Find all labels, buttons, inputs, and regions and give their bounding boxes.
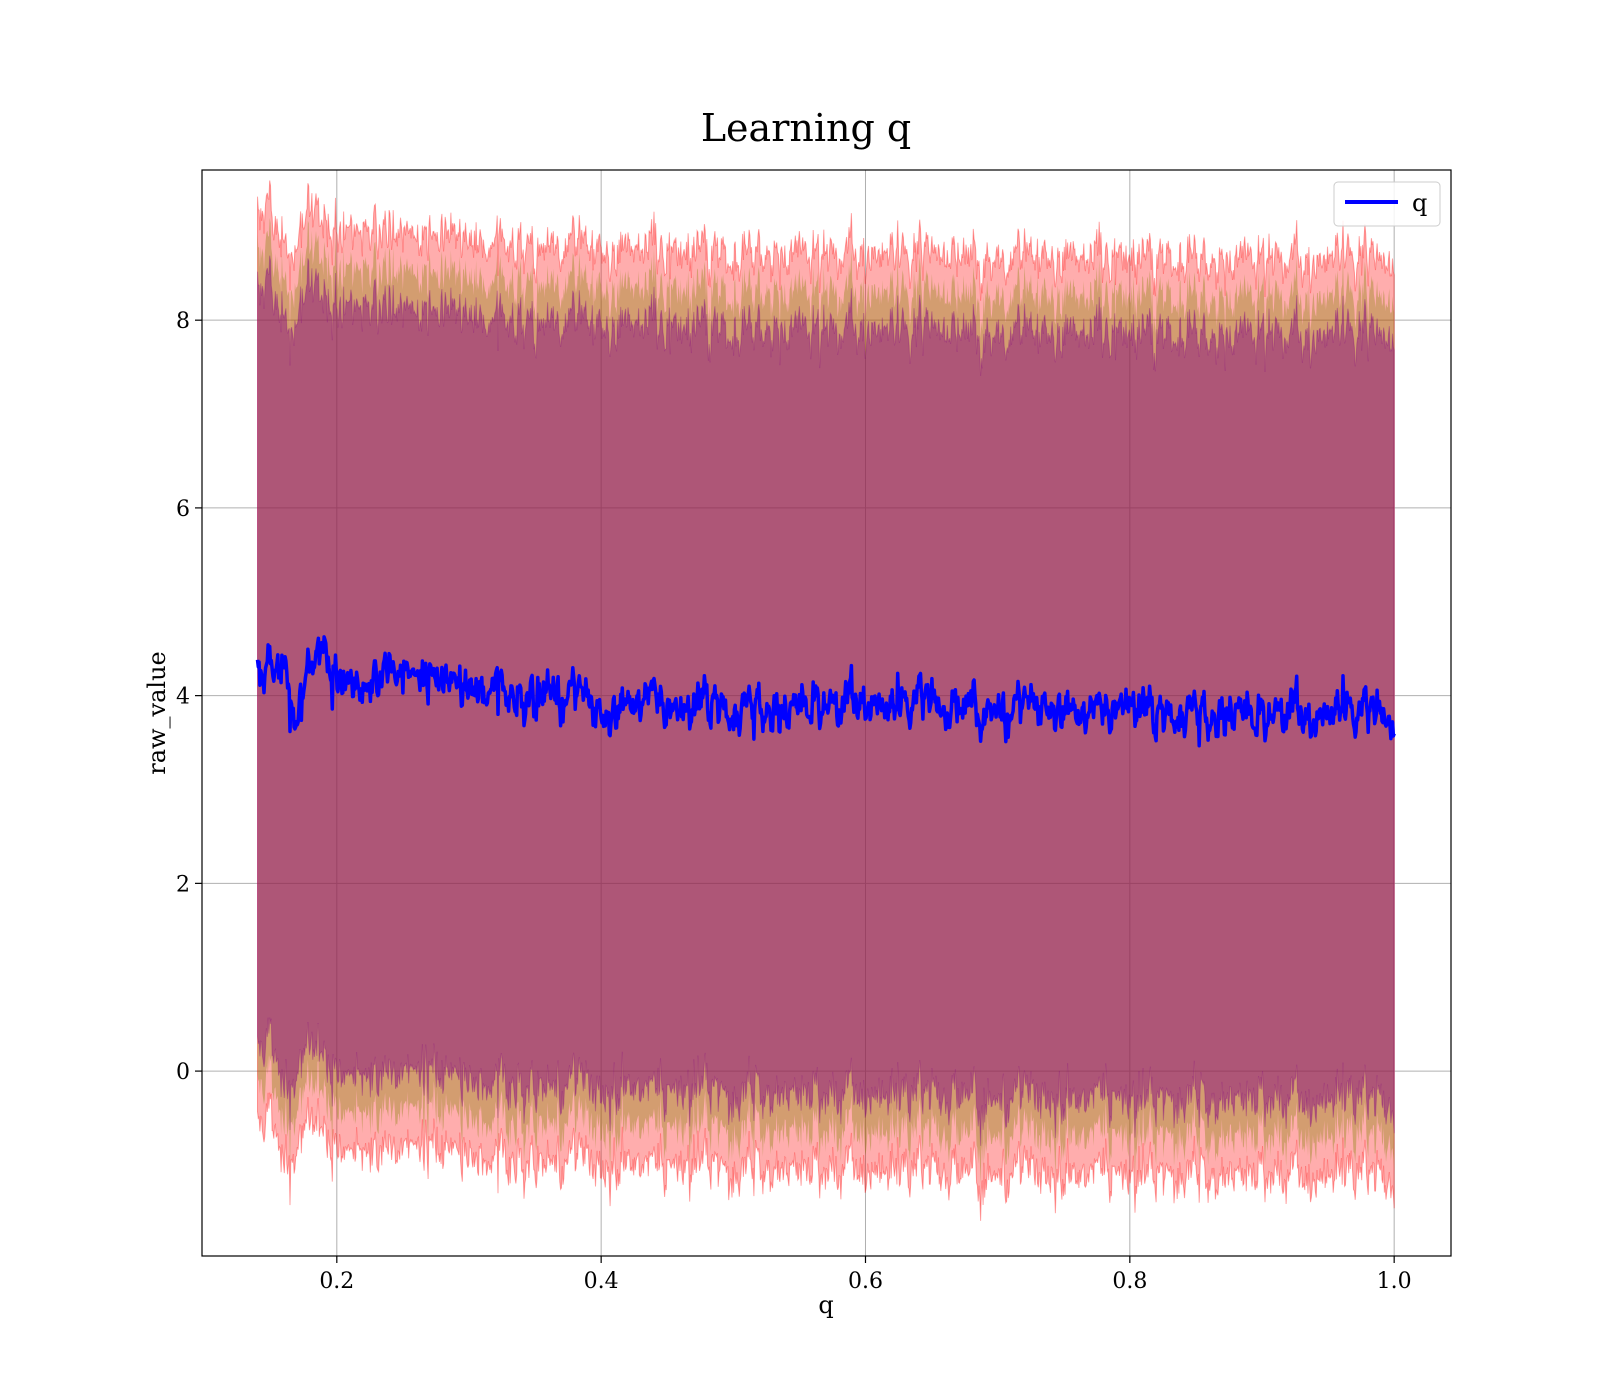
x-axis: 0.2 0.4 0.6 0.8 1.0 xyxy=(319,1256,1412,1294)
y-tick-label: 2 xyxy=(176,872,190,897)
plot-frame xyxy=(201,169,1452,1257)
x-axis-label: q xyxy=(818,1291,833,1319)
series-line-q xyxy=(255,635,1396,748)
x-tick-label: 0.6 xyxy=(848,1269,883,1294)
chart-title: Learning q xyxy=(701,106,911,150)
legend: q xyxy=(1333,181,1441,227)
y-axis: 0 2 4 6 8 xyxy=(176,309,202,1085)
x-tick-label: 0.2 xyxy=(319,1269,354,1294)
legend-label: q xyxy=(1412,189,1427,217)
line-layer xyxy=(255,635,1396,748)
y-tick-label: 0 xyxy=(176,1060,190,1085)
y-tick-label: 8 xyxy=(176,309,190,334)
x-tick-label: 0.4 xyxy=(584,1269,619,1294)
y-axis-label: raw_value xyxy=(143,651,171,775)
x-tick-label: 0.8 xyxy=(1112,1269,1147,1294)
y-tick-label: 4 xyxy=(176,685,190,710)
x-tick-label: 1.0 xyxy=(1377,1269,1412,1294)
y-tick-label: 6 xyxy=(176,497,190,522)
